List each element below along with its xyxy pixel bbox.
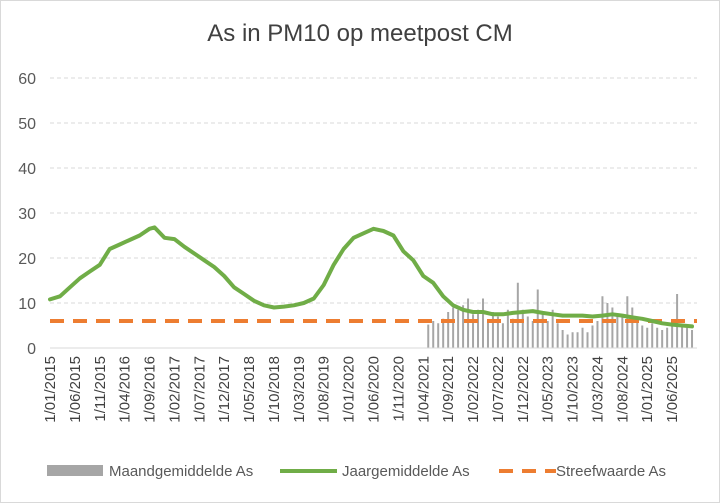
x-tick-label: 1/10/2018 bbox=[266, 356, 283, 423]
x-tick-label: 1/01/2015 bbox=[42, 356, 59, 423]
monthly-bar bbox=[427, 324, 430, 348]
monthly-bar bbox=[631, 307, 634, 348]
x-tick-label: 1/07/2017 bbox=[191, 356, 208, 423]
monthly-bar bbox=[581, 327, 584, 348]
x-tick-label: 1/11/2020 bbox=[390, 356, 407, 422]
x-tick-label: 1/03/2019 bbox=[291, 356, 308, 423]
x-tick-label: 1/09/2016 bbox=[142, 356, 159, 423]
x-tick-label: 1/02/2017 bbox=[166, 356, 183, 423]
x-tick-label: 1/05/2023 bbox=[540, 356, 557, 423]
monthly-bar bbox=[666, 327, 669, 348]
monthly-bar bbox=[566, 334, 569, 348]
monthly-bar bbox=[432, 321, 435, 348]
monthly-bar bbox=[681, 325, 684, 348]
gridlines bbox=[50, 77, 697, 304]
y-tick-label: 20 bbox=[18, 251, 36, 268]
monthly-bar bbox=[437, 323, 440, 348]
monthly-bar bbox=[457, 309, 460, 348]
legend-label-target: Streefwaarde As bbox=[556, 463, 666, 480]
y-tick-label: 30 bbox=[18, 206, 36, 223]
monthly-bar bbox=[462, 305, 465, 348]
monthly-bar bbox=[561, 330, 564, 348]
monthly-bar bbox=[521, 309, 524, 348]
monthly-bar bbox=[586, 332, 589, 348]
monthly-bar bbox=[551, 309, 554, 348]
monthly-bar bbox=[531, 321, 534, 348]
monthly-bar bbox=[452, 307, 455, 348]
x-tick-label: 1/03/2024 bbox=[589, 356, 606, 423]
y-tick-label: 50 bbox=[18, 116, 36, 133]
legend-label-monthly: Maandgemiddelde As bbox=[109, 463, 253, 480]
monthly-bar bbox=[636, 321, 639, 348]
monthly-bar bbox=[606, 303, 609, 348]
legend-swatch-monthly bbox=[47, 465, 103, 476]
monthly-bar bbox=[506, 309, 509, 348]
x-axis-ticks: 1/01/2015 1/06/2015 1/11/2015 1/04/2016 1/09… bbox=[42, 356, 681, 423]
x-tick-label: 1/02/2022 bbox=[465, 356, 482, 423]
x-tick-label: 1/08/2024 bbox=[614, 356, 631, 423]
y-tick-label: 10 bbox=[18, 296, 36, 313]
monthly-bar bbox=[541, 314, 544, 348]
legend-label-yearly: Jaargemiddelde As bbox=[342, 463, 470, 480]
monthly-bar bbox=[491, 312, 494, 348]
monthly-bar bbox=[656, 327, 659, 348]
y-tick-label: 60 bbox=[18, 71, 36, 88]
x-tick-label: 1/10/2023 bbox=[565, 356, 582, 423]
y-tick-label: 0 bbox=[27, 341, 36, 358]
yearly-line-path bbox=[48, 225, 694, 329]
monthly-bar bbox=[571, 332, 574, 348]
x-tick-label: 1/08/2019 bbox=[316, 356, 333, 423]
monthly-bar bbox=[616, 314, 619, 348]
y-axis-ticks: 0 10 20 30 40 50 60 bbox=[18, 71, 36, 358]
monthly-bar bbox=[641, 325, 644, 348]
monthly-bar bbox=[596, 321, 599, 348]
monthly-bar bbox=[686, 327, 689, 348]
chart-title: As in PM10 op meetpost CM bbox=[207, 20, 513, 47]
x-tick-label: 1/12/2017 bbox=[216, 356, 233, 423]
monthly-bar bbox=[516, 282, 519, 348]
monthly-bar bbox=[671, 321, 674, 348]
monthly-bar bbox=[511, 318, 514, 348]
x-tick-label: 1/01/2020 bbox=[341, 356, 358, 423]
x-tick-label: 1/04/2016 bbox=[117, 356, 134, 423]
monthly-bar bbox=[477, 309, 480, 348]
y-tick-label: 40 bbox=[18, 161, 36, 178]
x-tick-label: 1/01/2025 bbox=[639, 356, 656, 423]
monthly-bar bbox=[501, 323, 504, 348]
x-tick-label: 1/06/2025 bbox=[664, 356, 681, 423]
x-tick-label: 1/06/2020 bbox=[366, 356, 383, 423]
monthly-bar bbox=[472, 314, 475, 348]
x-tick-label: 1/06/2015 bbox=[67, 356, 84, 423]
monthly-bar bbox=[526, 316, 529, 348]
monthly-bar bbox=[496, 316, 499, 348]
monthly-bar bbox=[467, 298, 470, 348]
yearly-line bbox=[48, 225, 694, 329]
monthly-bar bbox=[442, 318, 445, 348]
monthly-bar bbox=[691, 330, 694, 348]
x-tick-label: 1/07/2022 bbox=[490, 356, 507, 423]
x-tick-label: 1/09/2021 bbox=[440, 356, 457, 423]
x-tick-label: 1/12/2022 bbox=[515, 356, 532, 423]
monthly-bar bbox=[661, 330, 664, 348]
monthly-bar bbox=[591, 325, 594, 348]
monthly-bar bbox=[646, 327, 649, 348]
monthly-bar bbox=[546, 321, 549, 348]
monthly-bar bbox=[651, 323, 654, 348]
x-tick-label: 1/05/2018 bbox=[241, 356, 258, 423]
x-tick-label: 1/04/2021 bbox=[415, 356, 432, 423]
monthly-bar bbox=[481, 298, 484, 348]
monthly-bar bbox=[611, 307, 614, 348]
monthly-bar bbox=[447, 312, 450, 348]
legend: Maandgemiddelde As Jaargemiddelde As Stree… bbox=[47, 463, 666, 480]
monthly-bar bbox=[536, 289, 539, 348]
monthly-bar bbox=[486, 321, 489, 348]
monthly-bar bbox=[556, 323, 559, 348]
monthly-bar bbox=[621, 316, 624, 348]
x-tick-label: 1/11/2015 bbox=[92, 356, 109, 422]
monthly-bar bbox=[576, 332, 579, 348]
